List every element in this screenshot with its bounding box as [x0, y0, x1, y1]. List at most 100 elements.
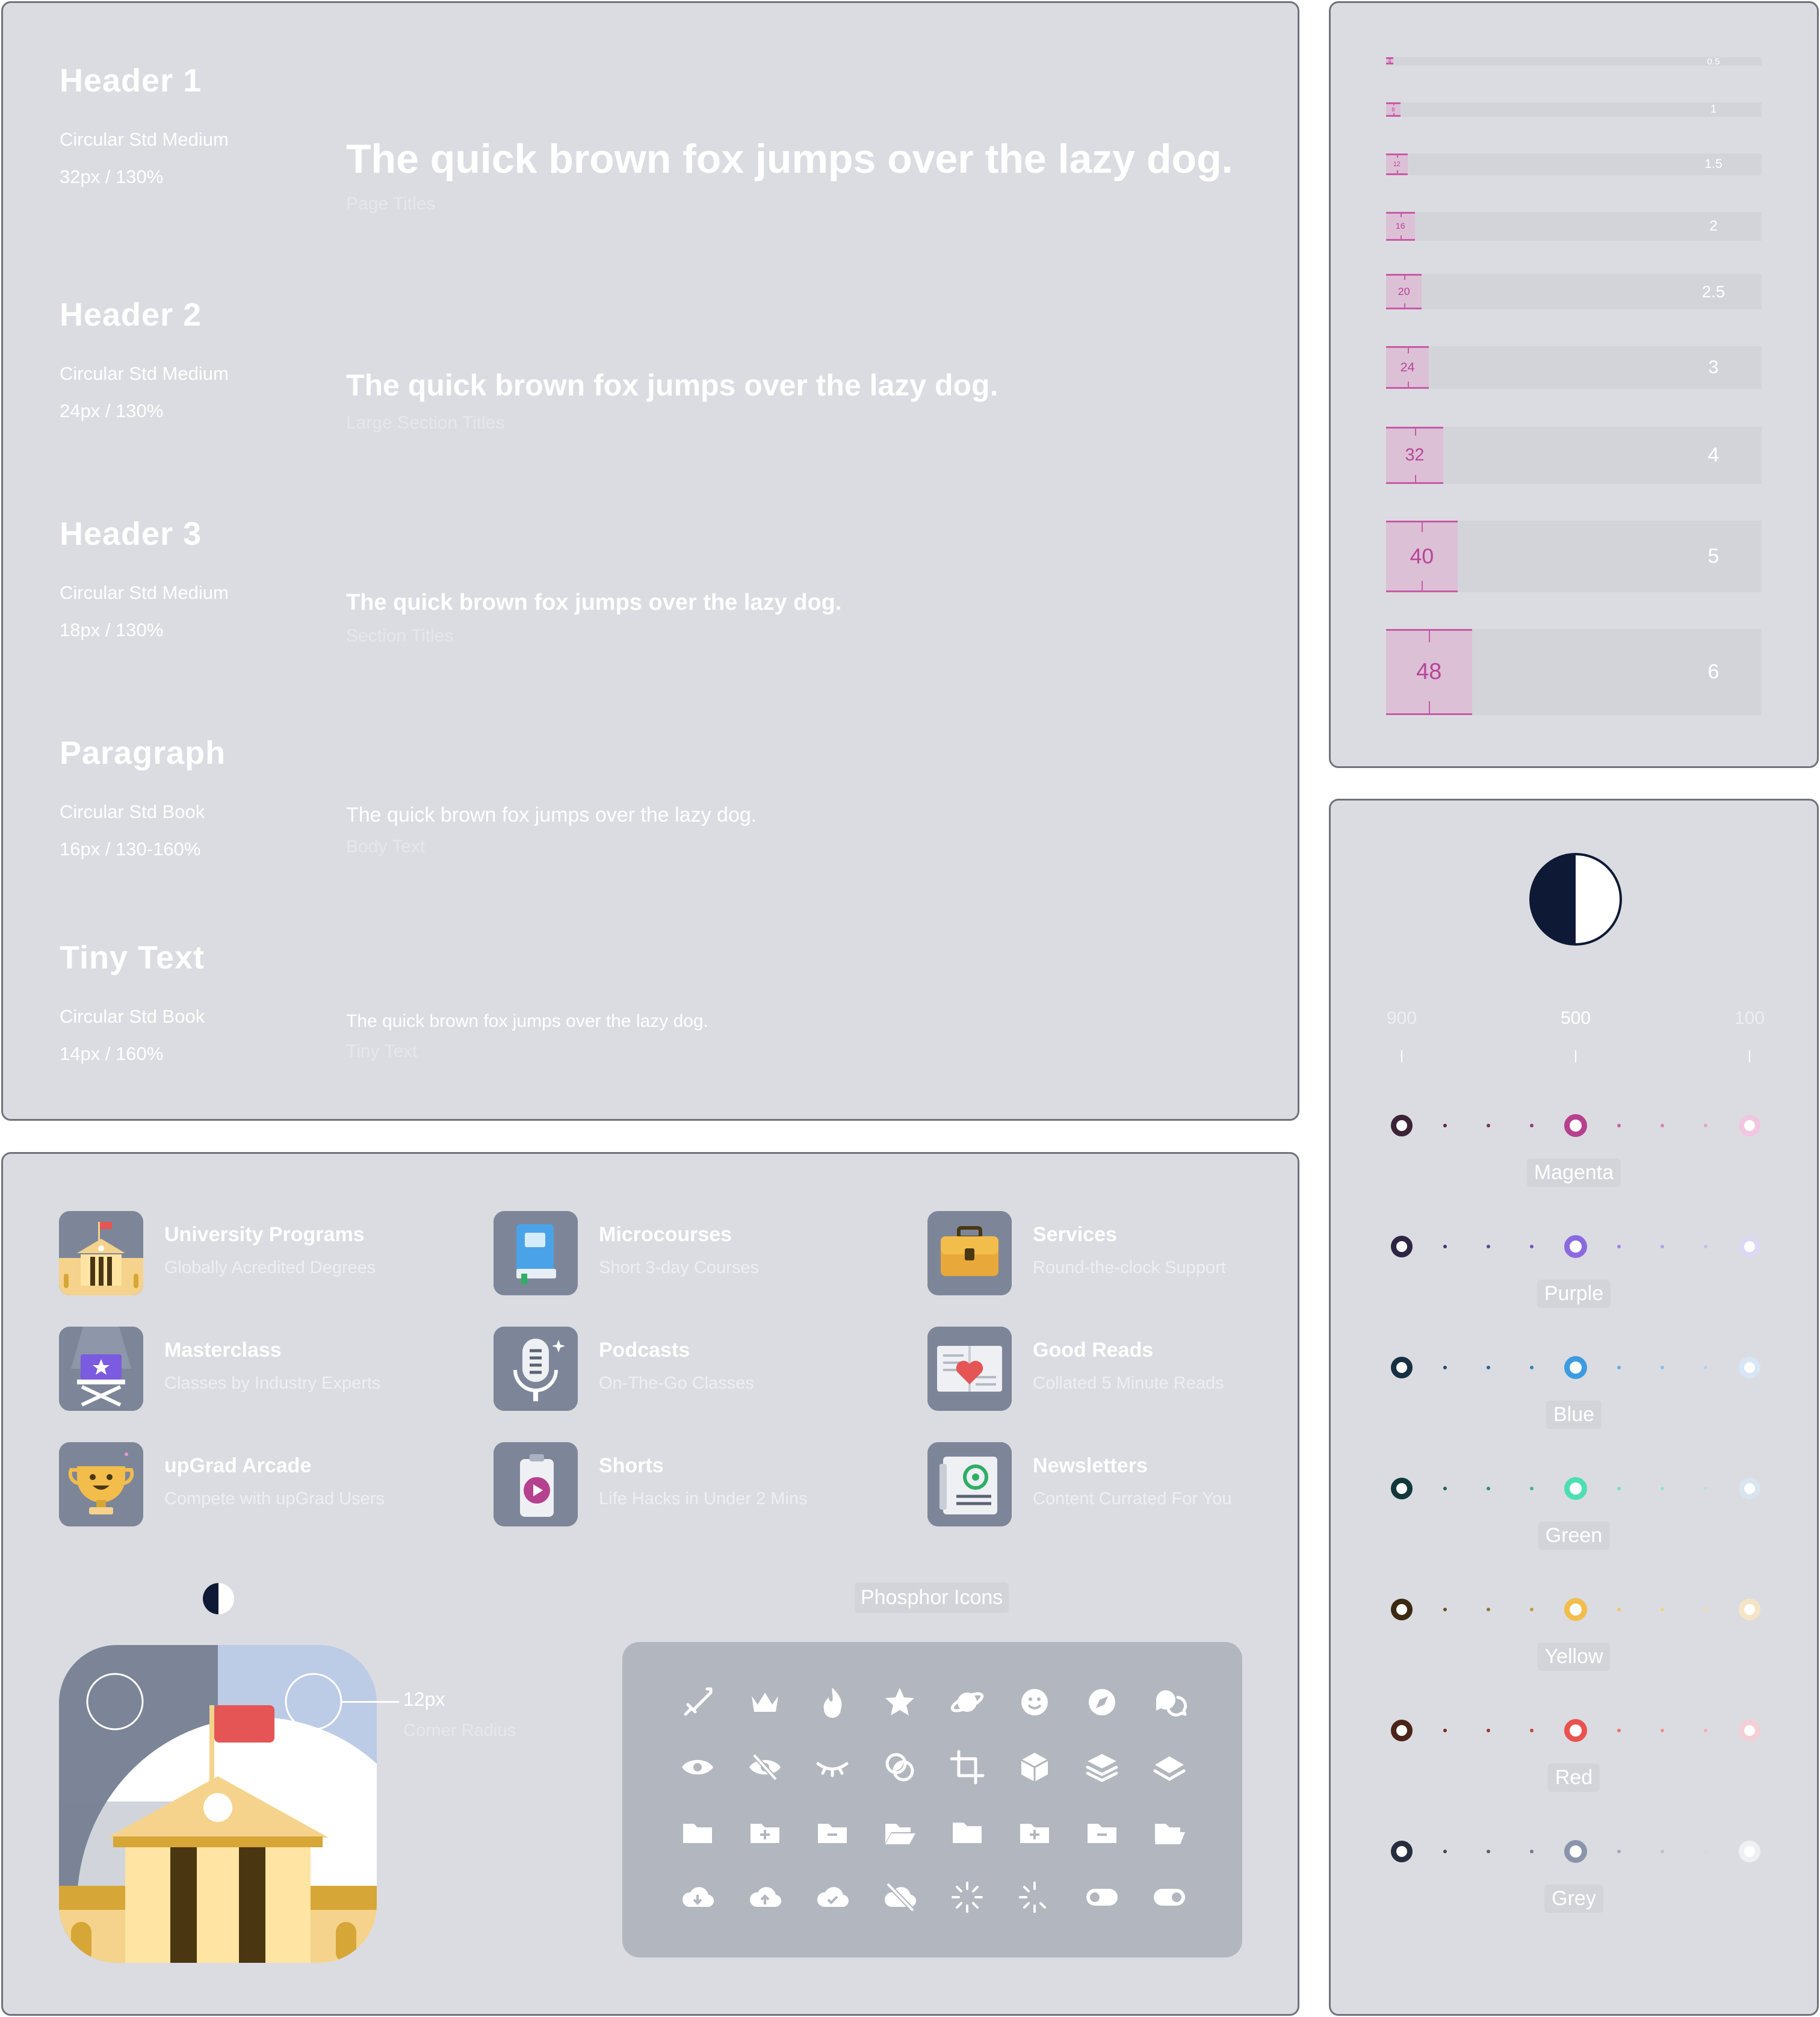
color-step-dot [1704, 1487, 1707, 1490]
folder-notch-open-icon [1150, 1813, 1189, 1851]
spacing-swatch: 32 [1386, 427, 1444, 485]
color-step-dot [1487, 1729, 1490, 1732]
type-sample-text: The quick brown fox jumps over the lazy … [346, 804, 757, 826]
folder-icon [678, 1813, 717, 1851]
palette-name: Blue [1546, 1401, 1602, 1429]
color-step-dot [1661, 1850, 1664, 1853]
color-step-dot [1661, 1608, 1664, 1611]
type-font-name: Circular Std Medium [60, 129, 229, 150]
color-swatch-ring [1564, 1840, 1587, 1863]
folder-simple-plus-icon [1015, 1813, 1054, 1851]
palette-row: Grey [1331, 1840, 1817, 1936]
toggle-left-icon [1083, 1878, 1121, 1916]
color-step-dot [1530, 1366, 1534, 1369]
product-card[interactable]: Microcourses Short 3-day Courses [494, 1211, 903, 1295]
type-usage-label: Body Text [346, 836, 426, 857]
product-subtitle: On-The-Go Classes [599, 1374, 754, 1393]
color-swatch-ring [1391, 1599, 1413, 1620]
spacing-swatch: 48 [1386, 629, 1472, 715]
spacing-swatch: 8 [1386, 102, 1401, 117]
type-sample-text: The quick brown fox jumps over the lazy … [346, 136, 1233, 182]
smiley-icon [1015, 1683, 1054, 1721]
color-step-dot [1443, 1608, 1447, 1611]
product-card[interactable]: upGrad Arcade Compete with upGrad Users [59, 1442, 468, 1526]
spacing-row: 40 5 [1386, 521, 1762, 592]
color-step-dot [1704, 1850, 1707, 1853]
product-card[interactable]: University Programs Globally Acredited De… [59, 1211, 468, 1295]
color-step-dot [1487, 1850, 1490, 1853]
type-font-name: Circular Std Medium [60, 363, 229, 384]
spacing-px-value: 32 [1405, 445, 1425, 465]
folder-plus-icon [746, 1813, 784, 1851]
shade-label-100: 100 [1734, 1008, 1765, 1028]
spacing-row: 4 0.5 [1386, 57, 1762, 67]
type-style-spec: Circular Std Medium 24px / 130% [60, 355, 229, 430]
palette-row: Green [1331, 1477, 1817, 1573]
spinner-icon [948, 1878, 986, 1916]
product-card[interactable]: Shorts Life Hacks in Under 2 Mins [494, 1442, 903, 1526]
product-card[interactable]: Podcasts On-The-Go Classes [494, 1327, 903, 1411]
spacing-multiplier: 2.5 [1665, 274, 1762, 310]
color-swatch-ring [1391, 1841, 1413, 1862]
color-swatch-ring [1739, 1599, 1760, 1620]
spacing-multiplier-value: 2 [1709, 217, 1718, 234]
spacing-px-value: 12 [1393, 160, 1401, 168]
typography-panel: Header 1 Circular Std Medium 32px / 130% Th… [1, 1, 1299, 1121]
color-step-dot [1530, 1729, 1534, 1732]
spacing-multiplier: 1.5 [1665, 153, 1762, 175]
color-step-dot [1443, 1850, 1447, 1853]
color-swatch-ring [1564, 1114, 1587, 1137]
color-step-dot [1487, 1124, 1490, 1127]
cloud-arrow-up-icon [746, 1878, 784, 1916]
cube-icon [1015, 1748, 1054, 1786]
sword-icon [678, 1683, 717, 1721]
type-size-lineheight: 32px / 130% [60, 166, 164, 187]
product-subtitle: Life Hacks in Under 2 Mins [599, 1489, 808, 1508]
type-style-spec: Circular Std Book 14px / 160% [60, 998, 205, 1073]
color-swatch-ring [1739, 1236, 1760, 1257]
cloud-arrow-down-icon [678, 1878, 717, 1916]
spacing-px-value: 8 [1391, 106, 1395, 113]
folder-simple-icon [948, 1813, 986, 1851]
shade-tick [1401, 1050, 1402, 1062]
palette-name: Red [1547, 1764, 1600, 1792]
university-icon-large [59, 1645, 377, 1963]
fire-icon [813, 1683, 852, 1721]
color-step-dot [1617, 1608, 1621, 1611]
product-card[interactable]: Good Reads Collated 5 Minute Reads [927, 1327, 1337, 1411]
product-card[interactable]: Services Round-the-clock Support [927, 1211, 1337, 1295]
type-sample-text: The quick brown fox jumps over the lazy … [346, 590, 842, 615]
color-step-dot [1530, 1487, 1534, 1490]
spacing-swatch: 4 [1386, 57, 1393, 64]
color-swatch-ring [1391, 1236, 1413, 1257]
type-size-lineheight: 16px / 130-160% [60, 838, 201, 860]
color-step-dot [1443, 1245, 1447, 1248]
color-swatch-ring [1739, 1841, 1760, 1862]
product-title: Masterclass [164, 1339, 282, 1362]
color-swatch-ring [1564, 1477, 1587, 1500]
type-style-name: Header 3 [60, 516, 202, 552]
color-swatch-ring [1391, 1357, 1413, 1378]
color-step-dot [1661, 1245, 1664, 1248]
color-swatch-ring [1739, 1357, 1760, 1378]
type-font-name: Circular Std Medium [60, 582, 229, 603]
spacing-px-value: 48 [1416, 658, 1442, 684]
color-step-dot [1704, 1124, 1707, 1127]
play-clip-icon [494, 1442, 578, 1526]
briefcase-icon [927, 1211, 1012, 1295]
spacing-swatch: 12 [1386, 153, 1408, 175]
color-step-dot [1487, 1366, 1490, 1369]
product-card[interactable]: Newsletters Content Currated For You [927, 1442, 1337, 1526]
newsletter-icon [927, 1442, 1012, 1526]
color-swatch-ring [1564, 1235, 1587, 1258]
color-step-dot [1530, 1245, 1534, 1248]
stack-icon [1083, 1748, 1121, 1786]
color-step-dot [1661, 1729, 1664, 1732]
product-title: Newsletters [1033, 1454, 1148, 1477]
spacing-row: 24 3 [1386, 346, 1762, 389]
color-swatch-ring [1391, 1720, 1413, 1741]
spacing-swatch: 20 [1386, 274, 1422, 310]
type-size-lineheight: 24px / 130% [60, 400, 164, 421]
product-card[interactable]: Masterclass Classes by Industry Experts [59, 1327, 468, 1411]
